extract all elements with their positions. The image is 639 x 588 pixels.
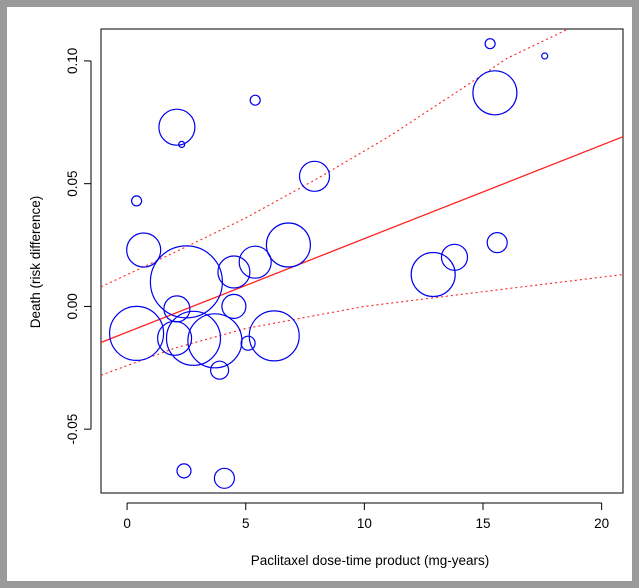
data-point-8 [165, 310, 222, 366]
x-tick-label-0: 0 [123, 516, 131, 531]
data-point-1 [126, 232, 162, 268]
data-point-21 [484, 38, 496, 50]
data-point-23 [486, 232, 508, 254]
x-tick-label-1: 5 [242, 516, 250, 531]
ci-lower-line [101, 273, 623, 376]
data-point-19 [410, 251, 456, 298]
x-tick-label-2: 10 [357, 516, 372, 531]
x-axis-title: Paclitaxel dose-time product (mg-years) [251, 553, 490, 568]
y-tick-label-0: -0.05 [65, 414, 80, 445]
data-point-4 [178, 140, 186, 148]
data-point-10 [210, 360, 230, 380]
data-point-20 [440, 243, 469, 271]
data-point-0 [131, 195, 143, 207]
data-point-6 [157, 320, 193, 356]
data-point-16 [248, 310, 300, 362]
data-point-14 [238, 245, 272, 279]
data-point-24 [541, 52, 549, 60]
data-point-3 [158, 108, 196, 146]
y-tick-label-1: 0.00 [65, 293, 80, 319]
data-point-18 [298, 160, 331, 192]
data-point-11 [217, 255, 251, 289]
x-tick-label-3: 15 [475, 516, 490, 531]
data-point-17 [265, 222, 311, 268]
axes: 0 5 10 15 20 -0.05 0.00 0.05 0.10 [65, 48, 609, 531]
y-axis-title: Death (risk difference) [28, 196, 43, 329]
data-point-7 [149, 245, 223, 319]
fit-lines [101, 29, 623, 376]
data-point-2 [109, 305, 165, 361]
y-tick-label-3: 0.10 [65, 48, 80, 74]
data-points [109, 38, 549, 489]
data-point-13 [240, 335, 256, 351]
y-tick-label-2: 0.05 [65, 171, 80, 197]
data-point-22 [472, 70, 518, 116]
regression-line [101, 136, 623, 344]
ci-upper-line [101, 29, 569, 288]
data-point-15 [249, 94, 261, 106]
data-point-26 [213, 467, 235, 489]
data-point-25 [176, 463, 192, 479]
data-point-12 [221, 293, 247, 319]
plot-area [100, 28, 624, 494]
x-tick-label-4: 20 [594, 516, 609, 531]
